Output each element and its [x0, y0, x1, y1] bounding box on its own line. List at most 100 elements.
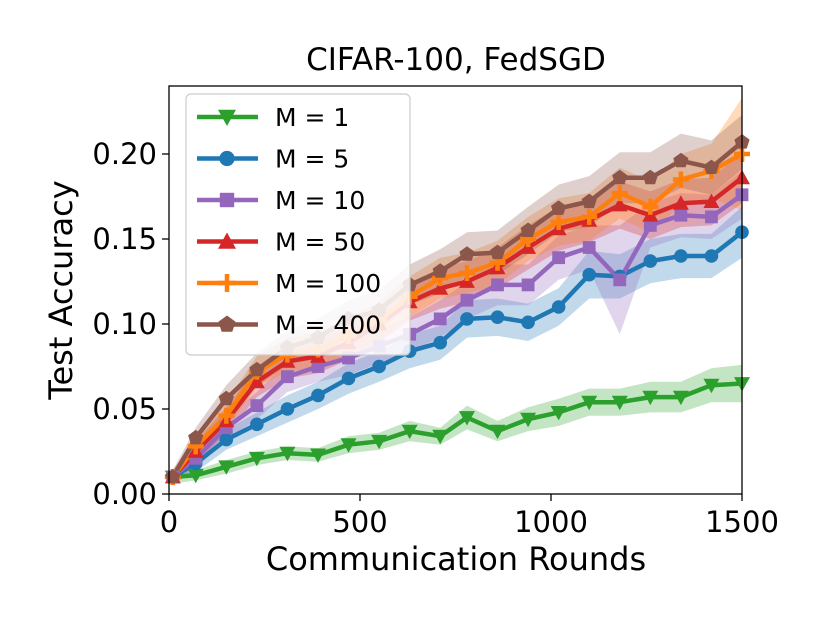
point-m400-17	[673, 152, 689, 168]
point-m5-18	[704, 249, 719, 263]
point-m100-13	[550, 214, 567, 230]
point-m100-14	[581, 208, 598, 225]
point-m400-1	[188, 429, 204, 445]
legend: M = 1 M = 5 M = 10 M = 50 M = 100 M = 400	[185, 93, 411, 356]
legend-marker-m100	[218, 274, 236, 292]
point-m10-9	[433, 312, 447, 326]
x-tick-label-2: 1000	[514, 505, 588, 539]
point-m1-15	[611, 395, 628, 411]
point-m5-14	[582, 267, 596, 282]
point-m400-18	[703, 159, 719, 175]
point-m1-4	[279, 446, 296, 462]
legend-label-m400: M = 400	[275, 311, 381, 340]
point-m5-10	[460, 312, 474, 326]
plot-area-frame	[168, 85, 743, 495]
point-m5-5	[311, 388, 325, 403]
point-m10-12	[521, 278, 535, 292]
point-m10-4	[281, 370, 294, 384]
point-m5-7	[372, 359, 386, 374]
x-tick-label-3: 1500	[705, 505, 779, 539]
x-tick-label-1: 500	[332, 505, 387, 539]
point-m50-3	[248, 373, 265, 389]
point-m100-2	[218, 407, 235, 424]
point-m5-2	[219, 432, 234, 447]
line-m50	[171, 176, 744, 479]
point-m400-15	[612, 169, 628, 185]
point-m10-11	[491, 278, 504, 292]
point-m100-17	[672, 171, 689, 188]
point-m1-12	[520, 412, 537, 428]
point-m50-17	[672, 195, 689, 210]
point-m1-1	[187, 468, 204, 484]
x-axis-label: Communication Rounds	[266, 540, 646, 578]
legend-label-m1: M = 1	[275, 103, 349, 132]
point-m10-13	[552, 251, 566, 265]
point-m5-4	[280, 402, 295, 416]
point-m1-18	[703, 378, 720, 394]
x-tick-label-0: 0	[160, 505, 178, 539]
legend-marker-m1	[218, 109, 236, 126]
legend-marker-m400	[218, 315, 236, 332]
point-m1-9	[432, 429, 449, 445]
point-m10-3	[250, 399, 264, 412]
x-axis-ticks: 0 500 1000 1500	[160, 494, 779, 539]
point-m100-10	[458, 265, 475, 281]
legend-marker-m5	[219, 150, 235, 167]
point-m5-6	[341, 371, 356, 386]
y-axis-ticks: 0.00 0.05 0.10 0.15 0.20	[92, 137, 169, 511]
band-m10	[172, 171, 743, 484]
point-m1-6	[340, 438, 357, 453]
point-m400-9	[432, 263, 448, 278]
line-m1	[172, 381, 743, 480]
legend-label-m5: M = 5	[275, 145, 349, 174]
point-m1-2	[218, 460, 235, 475]
point-m10-16	[643, 219, 657, 232]
point-m1-10	[458, 411, 475, 426]
legend-marker-m50	[218, 232, 236, 249]
band-m50	[172, 152, 743, 484]
point-m5-13	[551, 300, 566, 314]
chart-title: CIFAR-100, FedSGD	[306, 42, 606, 78]
point-m10-14	[582, 241, 596, 254]
y-tick-label-4: 0.20	[92, 137, 157, 171]
point-m1-5	[309, 448, 326, 463]
point-m400-3	[249, 361, 265, 377]
point-m1-8	[401, 424, 418, 440]
y-tick-label-2: 0.10	[92, 307, 157, 341]
point-m1-14	[581, 395, 598, 411]
point-m5-11	[490, 310, 505, 325]
point-m5-16	[643, 254, 658, 268]
y-axis-label: Test Accuracy	[42, 180, 80, 400]
point-m400-16	[642, 169, 658, 185]
point-m1-16	[642, 390, 659, 406]
legend-label-m50: M = 50	[275, 228, 365, 257]
point-m1-17	[672, 390, 689, 406]
point-m10-5	[311, 360, 325, 373]
point-m10-15	[613, 273, 627, 287]
legend-label-m100: M = 100	[275, 269, 381, 298]
legend-label-m10: M = 10	[275, 186, 365, 215]
point-m10-10	[460, 293, 474, 307]
y-tick-label-1: 0.05	[92, 392, 157, 426]
point-m50-18	[703, 193, 720, 208]
point-m1-3	[248, 451, 265, 467]
y-tick-label-0: 0.00	[92, 477, 157, 511]
point-m10-17	[674, 208, 688, 222]
point-m5-9	[433, 335, 448, 350]
point-m400-13	[551, 200, 567, 215]
point-m10-18	[705, 210, 718, 224]
point-m400-12	[520, 222, 536, 237]
point-m5-17	[674, 249, 688, 263]
point-m400-2	[218, 390, 234, 406]
point-m400-14	[581, 193, 597, 209]
legend-marker-m10	[219, 192, 235, 208]
point-m5-3	[250, 417, 264, 432]
point-m1-11	[489, 424, 506, 440]
point-m1-7	[371, 434, 388, 450]
point-m100-16	[642, 198, 659, 215]
point-m400-11	[489, 244, 506, 260]
point-m1-13	[550, 406, 567, 421]
point-m400-10	[459, 246, 475, 261]
point-m100-15	[611, 185, 628, 202]
